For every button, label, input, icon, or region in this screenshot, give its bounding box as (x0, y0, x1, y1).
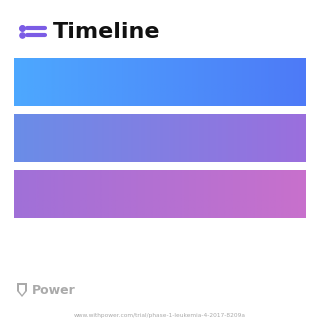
Text: Varies: Varies (253, 131, 294, 145)
Text: Treatment ~: Treatment ~ (32, 131, 115, 145)
Text: Power: Power (32, 284, 76, 297)
Text: www.withpower.com/trial/phase-1-leukemia-4-2017-8209a: www.withpower.com/trial/phase-1-leukemia… (74, 313, 246, 318)
Text: up to 2 years: up to 2 years (206, 187, 294, 200)
Polygon shape (19, 285, 25, 295)
Text: Screening ~: Screening ~ (32, 76, 114, 89)
Text: Follow ups ~: Follow ups ~ (32, 187, 117, 200)
Text: 3 weeks: 3 weeks (239, 76, 294, 89)
Polygon shape (17, 283, 27, 297)
Text: Timeline: Timeline (53, 22, 161, 42)
